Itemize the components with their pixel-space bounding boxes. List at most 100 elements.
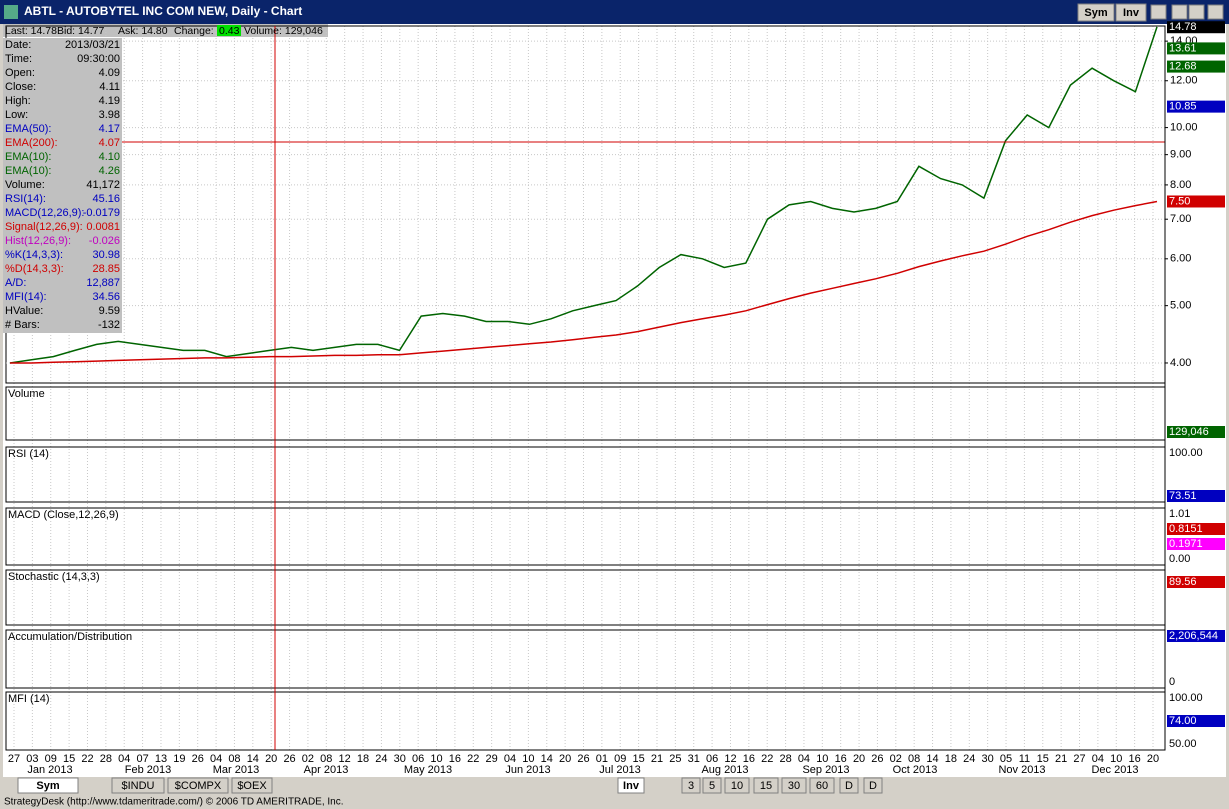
sym-button[interactable]	[1077, 3, 1115, 22]
tab-label[interactable]: 3	[688, 780, 694, 792]
day-label: 20	[853, 753, 865, 765]
tab-label[interactable]: 10	[731, 780, 743, 792]
info-value: 4.10	[99, 151, 120, 163]
inv-button-label[interactable]: Inv	[1123, 7, 1140, 19]
day-label: 29	[486, 753, 498, 765]
tab[interactable]	[781, 777, 807, 794]
panel-badge	[1167, 538, 1225, 550]
day-label: 28	[779, 753, 791, 765]
info-label: Open:	[5, 67, 35, 79]
close-button[interactable]	[1207, 4, 1224, 20]
day-label: 06	[412, 753, 424, 765]
day-label: 30	[982, 753, 994, 765]
minimize-button[interactable]	[1171, 4, 1188, 20]
tab[interactable]	[809, 777, 835, 794]
info-label: Date:	[5, 39, 31, 51]
day-label: 22	[81, 753, 93, 765]
tab-label[interactable]: 60	[816, 780, 828, 792]
day-label: 20	[559, 753, 571, 765]
tab[interactable]	[702, 777, 722, 794]
tab-label[interactable]: D	[845, 780, 853, 792]
day-label: 14	[247, 753, 259, 765]
panel-badge-label: 0.1971	[1169, 538, 1203, 550]
day-label: 10	[1110, 753, 1122, 765]
inv-button[interactable]	[1115, 3, 1147, 22]
day-label: 04	[210, 753, 222, 765]
info-value: 12,887	[86, 277, 120, 289]
info-label: Time:	[5, 53, 32, 65]
price-badge	[1167, 42, 1225, 55]
panel-badge-label: 50.00	[1169, 738, 1197, 750]
tab-label[interactable]: $COMPX	[175, 780, 222, 792]
info-label: EMA(10):	[5, 151, 51, 163]
info-value: 0.0081	[86, 221, 120, 233]
tab-label[interactable]: $OEX	[237, 780, 267, 792]
tab-label[interactable]: D	[869, 780, 877, 792]
day-label: 14	[541, 753, 553, 765]
panel-badge-label: 73.51	[1169, 490, 1197, 502]
day-label: 04	[1092, 753, 1104, 765]
tab-label[interactable]: 15	[760, 780, 772, 792]
month-label: Apr 2013	[304, 764, 349, 776]
sym-button-label[interactable]: Sym	[1084, 7, 1107, 19]
quote-item: Bid: 14.77	[57, 25, 104, 37]
info-label: %D(14,3,3):	[5, 263, 64, 275]
panel-label: MACD (Close,12,26,9)	[8, 509, 119, 521]
day-label: 04	[504, 753, 516, 765]
info-value: 9.59	[99, 305, 120, 317]
day-label: 20	[1147, 753, 1159, 765]
day-label: 02	[302, 753, 314, 765]
panel-label: RSI (14)	[8, 448, 49, 460]
month-label: Dec 2013	[1091, 764, 1138, 776]
day-label: 25	[669, 753, 681, 765]
price-badge	[1167, 21, 1225, 34]
panel-badge	[1167, 426, 1225, 438]
info-value: 09:30:00	[77, 53, 120, 65]
day-label: 04	[118, 753, 130, 765]
tab-label[interactable]: 30	[788, 780, 800, 792]
info-label: # Bars:	[5, 319, 40, 331]
day-label: 27	[8, 753, 20, 765]
maximize-button[interactable]	[1188, 4, 1205, 20]
info-panel	[3, 38, 122, 333]
day-label: 16	[743, 753, 755, 765]
day-label: 26	[283, 753, 295, 765]
tab-label[interactable]: 5	[709, 780, 715, 792]
tab-label[interactable]: Inv	[623, 780, 640, 792]
day-label: 22	[761, 753, 773, 765]
day-label: 12	[724, 753, 736, 765]
tab[interactable]	[617, 777, 645, 794]
month-label: Jul 2013	[599, 764, 641, 776]
price-badge-label: 13.61	[1169, 42, 1197, 54]
tab[interactable]	[839, 777, 859, 794]
tab-label[interactable]: Sym	[36, 780, 59, 792]
tab[interactable]	[111, 777, 165, 794]
month-label: Sep 2013	[802, 764, 849, 776]
tab[interactable]	[167, 777, 229, 794]
tab[interactable]	[753, 777, 779, 794]
price-badge-label: 12.68	[1169, 60, 1197, 72]
tab[interactable]	[863, 777, 883, 794]
quote-bar	[3, 24, 328, 37]
panel-badge-label: 0.8151	[1169, 523, 1203, 535]
tab-label[interactable]: $INDU	[121, 780, 154, 792]
quote-item: 0.43	[219, 25, 240, 37]
day-label: 11	[1019, 753, 1030, 765]
restore-button[interactable]	[1150, 4, 1167, 20]
month-label: Aug 2013	[701, 764, 748, 776]
day-label: 05	[1000, 753, 1012, 765]
info-value: 4.11	[99, 81, 120, 93]
day-label: 16	[835, 753, 847, 765]
info-label: High:	[5, 95, 31, 107]
day-label: 24	[375, 753, 387, 765]
info-label: MACD(12,26,9):	[5, 207, 84, 219]
tab[interactable]	[681, 777, 701, 794]
panel-label: Accumulation/Distribution	[8, 631, 132, 643]
tab[interactable]	[17, 777, 79, 794]
info-value: 3.98	[99, 109, 120, 121]
tab[interactable]	[724, 777, 750, 794]
info-value: 41,172	[86, 179, 120, 191]
tab[interactable]	[231, 777, 273, 794]
day-label: 18	[357, 753, 369, 765]
info-value: -132	[98, 319, 120, 331]
